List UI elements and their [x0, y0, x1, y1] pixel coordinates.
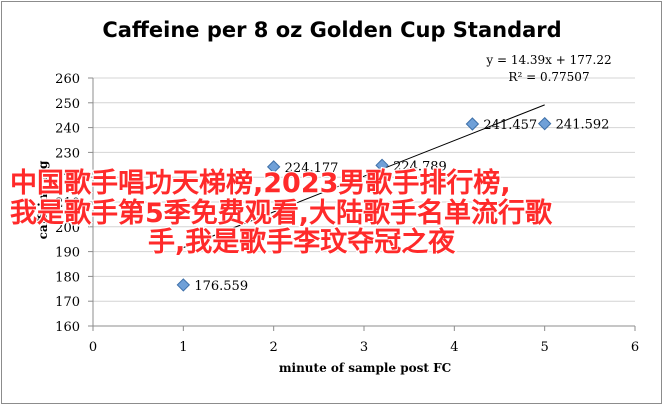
- data-labels: 176.559 224.177 224.789 241.457 241.592: [194, 118, 609, 294]
- x-tick-label: 5: [541, 340, 549, 355]
- data-point-label: 176.559: [194, 279, 248, 294]
- data-point-marker: [465, 117, 480, 131]
- y-tick-label: 170: [55, 295, 80, 310]
- y-tick-label: 250: [55, 97, 80, 112]
- trendline-r-squared: R² = 0.77507: [508, 70, 589, 84]
- overlay-text-line-3: 手,我是歌手李玟夺冠之夜: [148, 226, 456, 258]
- tick-labels: 160 170 180 190 200 210 220 230 240 250 260 0 1 2 3 4 5 6: [55, 72, 639, 355]
- y-tick-label: 210: [55, 196, 80, 211]
- y-tick-label: 220: [55, 171, 80, 186]
- trendline-path: [183, 104, 545, 249]
- data-point-marker: [375, 158, 389, 173]
- x-tick-label: 3: [360, 340, 368, 355]
- y-tick-label: 160: [55, 320, 80, 335]
- y-tick-label: 260: [55, 72, 80, 87]
- trendline-equation: y = 14.39x + 177.22: [485, 53, 611, 67]
- x-tick-label: 0: [89, 340, 97, 355]
- data-point-marker: [176, 278, 191, 292]
- y-tick-label: 180: [55, 270, 80, 285]
- data-point-label: 241.592: [556, 118, 610, 133]
- y-axis-label: caffeine mg: [36, 160, 50, 239]
- grid-lines: [93, 77, 635, 302]
- data-point-label: 224.177: [285, 161, 339, 176]
- chart-title: Caffeine per 8 oz Golden Cup Standard: [102, 18, 561, 42]
- data-point-label: 241.457: [483, 118, 537, 133]
- y-tick-label: 230: [55, 146, 80, 161]
- x-tick-label: 4: [450, 340, 458, 355]
- x-tick-label: 2: [270, 340, 278, 355]
- y-tick-label: 200: [55, 221, 80, 236]
- overlay-text-line-1: 中国歌手唱功天梯榜,2023男歌手排行榜,: [10, 167, 511, 199]
- y-tick-label: 240: [55, 122, 80, 137]
- data-points: [176, 116, 552, 292]
- y-tick-label: 190: [55, 246, 80, 261]
- trendline: [183, 104, 545, 249]
- x-tick-label: 1: [179, 340, 187, 355]
- data-point-marker: [266, 160, 281, 174]
- data-point-label: 224.789: [393, 159, 447, 174]
- data-point-marker: [537, 116, 552, 131]
- axes: [88, 77, 636, 331]
- x-axis-label: minute of sample post FC: [279, 361, 451, 375]
- x-tick-label: 6: [631, 340, 639, 355]
- overlay-text-line-2: 我是歌手第5季免费观看,大陆歌手名单流行歌: [10, 197, 553, 229]
